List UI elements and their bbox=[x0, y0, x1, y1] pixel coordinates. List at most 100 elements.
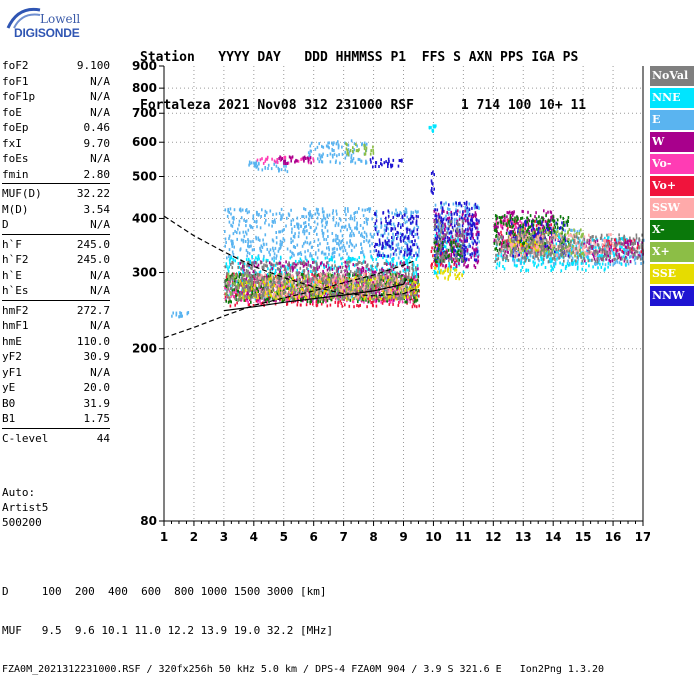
echo-point bbox=[291, 231, 293, 234]
echo-point bbox=[469, 213, 471, 216]
echo-point bbox=[502, 265, 504, 268]
echo-point bbox=[232, 245, 234, 248]
echo-point bbox=[389, 262, 391, 265]
echo-point bbox=[376, 258, 378, 261]
echo-point bbox=[528, 232, 530, 235]
echo-point bbox=[381, 254, 383, 257]
echo-point bbox=[271, 158, 273, 161]
echo-point bbox=[464, 248, 466, 251]
echo-point bbox=[329, 214, 331, 217]
echo-point bbox=[332, 209, 334, 212]
echo-point bbox=[630, 260, 632, 263]
echo-point bbox=[506, 232, 508, 235]
echo-point bbox=[341, 262, 343, 265]
echo-point bbox=[317, 146, 319, 149]
echo-point bbox=[470, 237, 472, 240]
echo-point bbox=[340, 219, 342, 222]
echo-point bbox=[402, 300, 404, 303]
echo-point bbox=[310, 161, 312, 164]
echo-point bbox=[406, 301, 408, 304]
echo-point bbox=[342, 257, 344, 260]
echo-point bbox=[452, 226, 454, 229]
echo-point bbox=[404, 218, 406, 221]
echo-point bbox=[387, 227, 389, 230]
echo-point bbox=[250, 226, 252, 229]
echo-point bbox=[392, 247, 394, 250]
echo-point bbox=[268, 300, 270, 303]
echo-point bbox=[435, 208, 437, 211]
echo-point bbox=[454, 218, 456, 221]
echo-point bbox=[398, 214, 400, 217]
echo-point bbox=[356, 211, 358, 214]
echo-point bbox=[585, 262, 587, 265]
echo-point bbox=[547, 211, 549, 214]
echo-point bbox=[526, 221, 528, 224]
echo-point bbox=[298, 232, 300, 235]
echo-point bbox=[285, 162, 287, 165]
echo-point bbox=[297, 225, 299, 228]
echo-point bbox=[459, 231, 461, 234]
echo-point bbox=[327, 235, 329, 238]
echo-point bbox=[442, 208, 444, 211]
echo-point bbox=[245, 231, 247, 234]
echo-point bbox=[436, 232, 438, 235]
echo-point bbox=[250, 260, 252, 263]
echo-point bbox=[432, 130, 434, 133]
echo-point bbox=[308, 261, 310, 264]
echo-point bbox=[639, 251, 641, 254]
echo-point bbox=[452, 247, 454, 250]
echo-point bbox=[344, 289, 346, 292]
echo-point bbox=[232, 221, 234, 224]
echo-point bbox=[462, 210, 464, 213]
echo-point bbox=[417, 299, 419, 302]
echo-point bbox=[530, 254, 532, 257]
echo-point bbox=[459, 259, 461, 262]
echo-point bbox=[291, 228, 293, 231]
echo-point bbox=[391, 227, 393, 230]
echo-point bbox=[383, 211, 385, 214]
echo-point bbox=[252, 248, 254, 251]
echo-point bbox=[477, 237, 479, 240]
echo-point bbox=[319, 242, 321, 245]
echo-point bbox=[524, 227, 526, 230]
echo-point bbox=[418, 295, 420, 298]
echo-point bbox=[406, 220, 408, 223]
echo-point bbox=[375, 243, 377, 246]
echo-point bbox=[435, 271, 437, 274]
echo-point bbox=[247, 211, 249, 214]
echo-point bbox=[360, 270, 362, 273]
echo-point bbox=[335, 160, 337, 163]
echo-point bbox=[441, 212, 443, 215]
echo-point bbox=[551, 215, 553, 218]
echo-point bbox=[415, 252, 417, 255]
echo-point bbox=[364, 236, 366, 239]
echo-point bbox=[462, 224, 464, 227]
echo-point bbox=[625, 241, 627, 244]
echo-point bbox=[549, 224, 551, 227]
echo-point bbox=[256, 213, 258, 216]
echo-point bbox=[271, 257, 273, 260]
echo-point bbox=[327, 256, 329, 259]
echo-point bbox=[527, 211, 529, 214]
echo-point bbox=[262, 246, 264, 249]
echo-point bbox=[281, 168, 283, 171]
echo-point bbox=[361, 247, 363, 250]
echo-point bbox=[339, 162, 341, 165]
echo-point bbox=[265, 158, 267, 161]
echo-point bbox=[344, 210, 346, 213]
echo-point bbox=[510, 231, 512, 234]
echo-point bbox=[563, 221, 565, 224]
echo-point bbox=[438, 223, 440, 226]
echo-point bbox=[267, 259, 269, 262]
echo-point bbox=[345, 273, 347, 276]
echo-point bbox=[392, 164, 394, 167]
echo-point bbox=[322, 155, 324, 158]
echo-point bbox=[338, 153, 340, 156]
echo-point bbox=[451, 242, 453, 245]
echo-point bbox=[366, 143, 368, 146]
echo-point bbox=[317, 223, 319, 226]
echo-point bbox=[310, 252, 312, 255]
echo-point bbox=[398, 304, 400, 307]
echo-point bbox=[381, 221, 383, 224]
echo-point bbox=[382, 245, 384, 248]
